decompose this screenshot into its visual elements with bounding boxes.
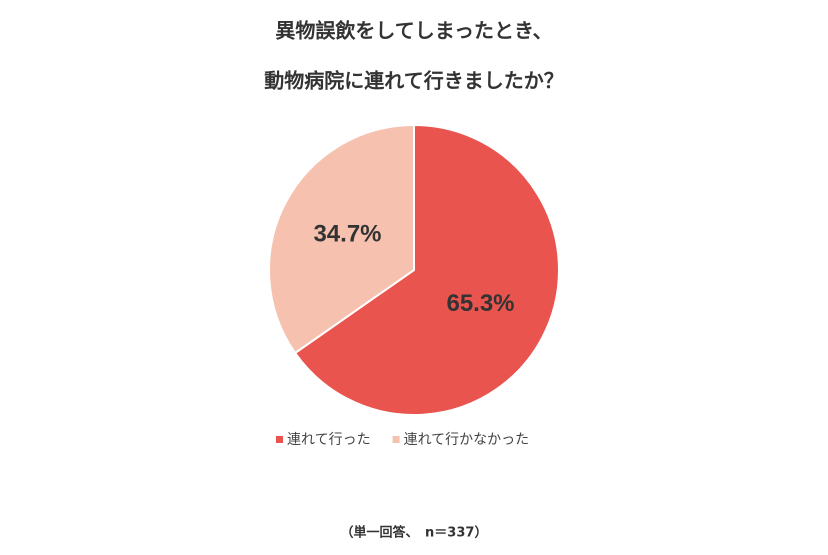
value-label: 65.3% [446,290,514,317]
legend-marker [392,436,400,443]
note: （単一回答、 n＝337） [341,525,488,541]
pie-slice [268,123,415,355]
pie-slice [293,123,560,416]
chart-title: 異物誤飲をしてしまったとき、 [275,19,552,43]
legend-label: 連れて行った [287,432,371,448]
chart-title: 動物病院に連れて行きましたか？ [264,69,563,93]
legend-label: 連れて行かなかった [404,432,530,448]
value-label: 34.7% [313,221,381,248]
legend-marker [276,436,283,443]
